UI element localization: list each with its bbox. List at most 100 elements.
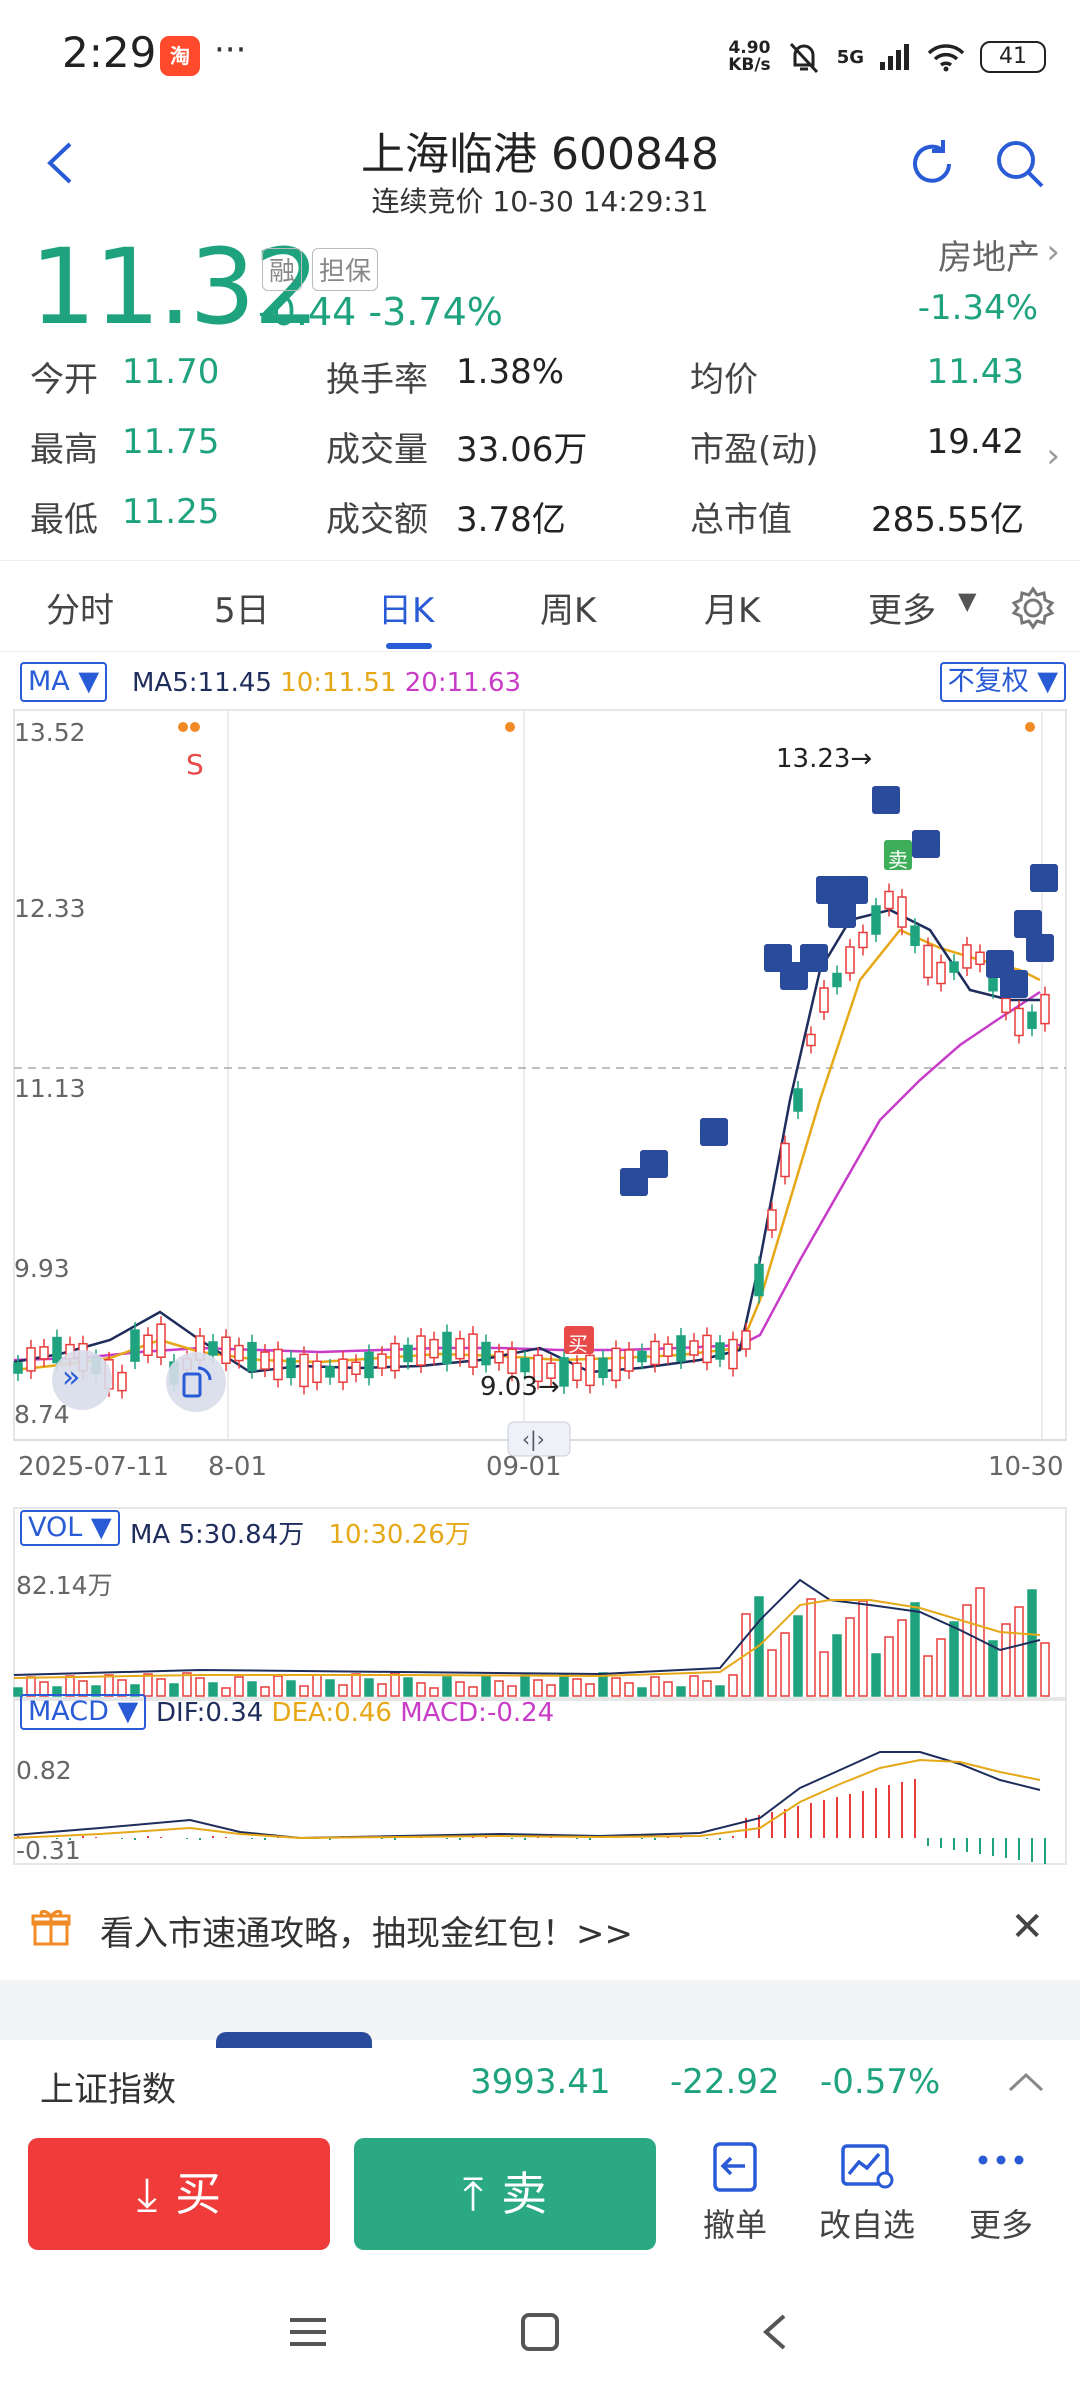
- close-icon[interactable]: ✕: [1010, 1904, 1044, 1950]
- stat-value-low: 11.25: [122, 492, 220, 532]
- main-indicator-label: MA: [28, 666, 70, 697]
- more-stats-chevron-icon[interactable]: ›: [1046, 436, 1060, 476]
- tab-monthly-k[interactable]: 月K: [704, 591, 761, 631]
- tab-intraday[interactable]: 分时: [46, 591, 114, 631]
- candle: [208, 1341, 218, 1356]
- stat-value-high: 11.75: [122, 422, 220, 462]
- candle: [39, 1346, 49, 1360]
- tab-5day[interactable]: 5日: [214, 591, 270, 631]
- t-marker: [816, 876, 844, 904]
- volume-bar: [117, 1679, 127, 1697]
- back-nav-icon[interactable]: [756, 2312, 796, 2352]
- sector-chevron-icon[interactable]: ›: [1046, 232, 1060, 272]
- sector-link[interactable]: 房地产: [938, 238, 1040, 278]
- expand-chart-icon[interactable]: »: [62, 1360, 81, 1395]
- refresh-icon[interactable]: [902, 134, 962, 194]
- candle: [273, 1348, 283, 1381]
- trade-status: 连续竞价 10-30 14:29:31: [371, 185, 709, 218]
- tab-more[interactable]: 更多: [868, 591, 936, 631]
- tab-weekly-k[interactable]: 周K: [540, 591, 597, 631]
- buy-marker: [564, 1326, 594, 1354]
- more-actions-button[interactable]: 更多: [946, 2140, 1056, 2246]
- back-arrow-icon[interactable]: [40, 138, 80, 188]
- menu-icon[interactable]: [288, 2312, 328, 2352]
- y-label-4: 9.93: [14, 1254, 70, 1283]
- rotate-screen-icon[interactable]: [178, 1364, 214, 1400]
- kline-chart[interactable]: ‹|›: [0, 700, 1080, 1870]
- volume-bar: [546, 1684, 556, 1697]
- vol-ma5-value: MA 5:30.84万: [130, 1520, 305, 1550]
- candle: [312, 1360, 322, 1384]
- volume-bar: [143, 1673, 153, 1697]
- volume-bar: [299, 1685, 309, 1697]
- mute-bell-icon: [789, 42, 818, 74]
- x-label-sep: 09-01: [486, 1452, 562, 1482]
- index-ticker[interactable]: 上证指数 3993.41 -22.92 -0.57%: [0, 2040, 1080, 2120]
- search-icon[interactable]: [990, 134, 1050, 194]
- candle: [247, 1341, 257, 1372]
- candle: [624, 1349, 634, 1372]
- stat-value-amount: 3.78亿: [456, 500, 566, 540]
- candle: [676, 1335, 686, 1362]
- dif-line: [13, 1751, 1041, 1840]
- volume-bar: [78, 1680, 88, 1697]
- main-indicator-select[interactable]: MA ▼: [20, 662, 108, 702]
- volume-bar: [260, 1686, 270, 1697]
- chevron-up-icon[interactable]: [1006, 2070, 1046, 2094]
- volume-bar: [1040, 1642, 1050, 1697]
- more-dropdown-icon[interactable]: ▼: [958, 587, 977, 615]
- volume-bar: [637, 1687, 647, 1697]
- candle: [338, 1358, 348, 1383]
- t-marker: [840, 876, 868, 904]
- home-icon[interactable]: [520, 2312, 560, 2352]
- tab-daily-k[interactable]: 日K: [378, 591, 435, 631]
- volume-bar: [1014, 1606, 1024, 1697]
- volume-bar: [234, 1676, 244, 1697]
- watchlist-label: 改自选: [818, 2206, 915, 2244]
- wifi-icon: [927, 44, 965, 72]
- drawer-handle[interactable]: [216, 2032, 372, 2048]
- volume-bar: [416, 1682, 426, 1697]
- event-dot: [190, 722, 200, 732]
- volume-bar: [104, 1674, 114, 1697]
- volume-bar: [858, 1600, 868, 1697]
- cancel-order-button[interactable]: 撤单: [680, 2140, 790, 2246]
- sector-change: -1.34%: [917, 288, 1038, 328]
- promo-banner[interactable]: 看入市速通攻略，抽现金红包！>> ✕: [0, 1880, 1080, 1980]
- candle: [780, 1142, 790, 1178]
- candle: [663, 1343, 673, 1357]
- svg-text:‹|›: ‹|›: [522, 1427, 545, 1451]
- candle: [611, 1347, 621, 1382]
- index-change-pct: -0.57%: [820, 2062, 941, 2102]
- adjust-select[interactable]: 不复权 ▼: [939, 662, 1066, 702]
- gear-icon[interactable]: [1008, 583, 1058, 633]
- candle: [546, 1362, 556, 1379]
- buy-button[interactable]: ⤓ 买: [28, 2138, 330, 2250]
- candle: [442, 1331, 452, 1365]
- sell-button[interactable]: ⤒ 卖: [354, 2138, 656, 2250]
- macd-panel-frame: [13, 1699, 1067, 1865]
- edit-watchlist-button[interactable]: 改自选: [812, 2140, 922, 2246]
- macd-y-top: 0.82: [16, 1756, 72, 1785]
- network-type: 5G: [836, 46, 864, 68]
- candle: [26, 1347, 36, 1372]
- promo-text[interactable]: 看入市速通攻略，抽现金红包！>>: [100, 1914, 633, 1954]
- candle: [832, 972, 842, 988]
- event-dot: [1025, 722, 1035, 732]
- stat-label-market-cap: 总市值: [690, 500, 792, 540]
- volume-bar: [403, 1677, 413, 1697]
- candle: [585, 1354, 595, 1387]
- cancel-order-icon: [713, 2142, 757, 2192]
- volume-bar: [1001, 1623, 1011, 1697]
- volume-bar: [884, 1636, 894, 1697]
- sell-arrow-icon: ⤒: [462, 2167, 484, 2221]
- stat-value-avg: 11.43: [926, 352, 1024, 392]
- volume-bar: [91, 1685, 101, 1697]
- candle: [1001, 997, 1011, 1014]
- stat-value-turnover: 1.38%: [456, 352, 565, 392]
- t-marker: [1000, 970, 1028, 998]
- gift-icon: [31, 1909, 71, 1946]
- volume-indicator-select[interactable]: VOL ▼: [20, 1510, 120, 1546]
- macd-indicator-select[interactable]: MACD ▼: [20, 1694, 147, 1730]
- macd-indicator-label: MACD: [28, 1696, 109, 1727]
